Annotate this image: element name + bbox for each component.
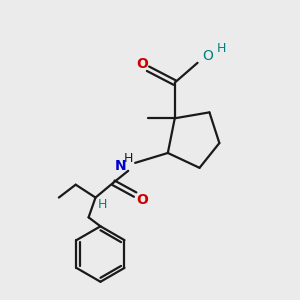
Text: O: O <box>136 57 148 71</box>
Text: O: O <box>136 193 148 206</box>
Text: H: H <box>217 42 226 56</box>
Text: H: H <box>124 152 133 165</box>
Text: O: O <box>202 49 213 63</box>
Text: N: N <box>115 159 126 173</box>
Text: H: H <box>98 198 107 211</box>
